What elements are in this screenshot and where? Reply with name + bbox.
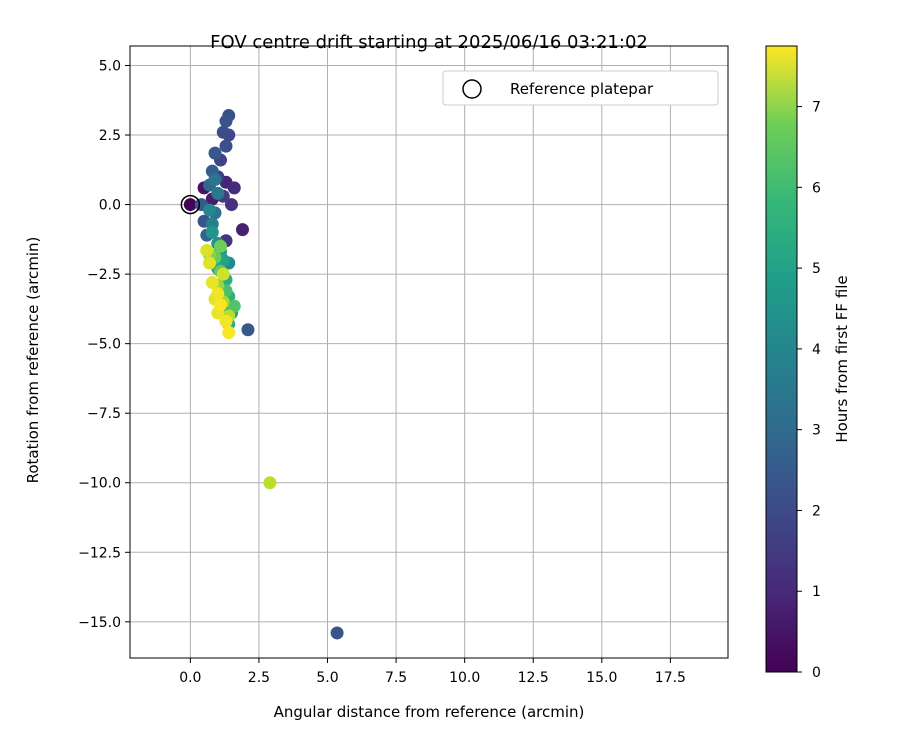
scatter-points — [180, 109, 344, 640]
y-tick-label: −5.0 — [87, 337, 121, 353]
colorbar-ticks: 0 1 2 3 4 5 6 7 — [797, 100, 821, 681]
scatter-point — [203, 203, 217, 217]
legend-marker — [462, 79, 482, 99]
colorbar-tick-label: 6 — [812, 180, 821, 196]
scatter-point — [211, 186, 225, 200]
scatter-point — [200, 243, 214, 257]
scatter-point — [211, 287, 225, 301]
scatter-point — [263, 476, 277, 490]
colorbar-tick-label: 7 — [812, 100, 821, 116]
y-tick-label: −15.0 — [78, 615, 121, 631]
x-axis-label: Angular distance from reference (arcmin) — [274, 703, 585, 721]
scatter-point — [219, 314, 233, 328]
scatter-point — [216, 125, 230, 139]
y-tick-label: −7.5 — [87, 406, 121, 422]
scatter-point — [183, 198, 197, 212]
x-tick-label: 5.0 — [316, 670, 338, 686]
scatter-point — [222, 326, 236, 340]
scatter-point — [214, 298, 228, 312]
y-tick-label: −10.0 — [78, 476, 121, 492]
y-tick-label: 0.0 — [99, 198, 121, 214]
x-tick-label: 15.0 — [586, 670, 617, 686]
colorbar-tick-label: 5 — [812, 261, 821, 277]
scatter-point — [235, 223, 249, 237]
scatter-point — [224, 198, 238, 212]
scatter-point — [227, 299, 241, 313]
colorbar-gradient — [765, 45, 798, 673]
grid — [130, 46, 728, 658]
colorbar-label: Hours from first FF file — [833, 275, 851, 442]
scatter-point — [216, 267, 230, 281]
scatter-point — [205, 225, 219, 239]
legend-box — [442, 70, 719, 106]
scatter-point — [208, 146, 222, 160]
x-tick-label: 2.5 — [248, 670, 270, 686]
scatter-point — [227, 181, 241, 195]
x-tick-label: 7.5 — [385, 670, 407, 686]
reference-platepar-marker — [180, 194, 201, 215]
colorbar-tick-label: 3 — [812, 423, 821, 439]
scatter-point — [330, 626, 344, 640]
scatter-point — [203, 256, 217, 270]
x-tick-label: 17.5 — [655, 670, 686, 686]
scatter-point — [208, 173, 222, 187]
y-axis-label: Rotation from reference (arcmin) — [24, 237, 42, 484]
scatter-point — [214, 239, 228, 253]
scatter-point — [219, 139, 233, 153]
legend-label: Reference platepar — [510, 80, 654, 98]
legend: Reference platepar — [442, 70, 719, 106]
colorbar-tick-label: 0 — [812, 665, 821, 681]
y-tick-label: 2.5 — [99, 128, 121, 144]
scatter-point — [205, 275, 219, 289]
colorbar-tick-label: 1 — [812, 584, 821, 600]
x-tick-label: 10.0 — [449, 670, 480, 686]
x-tick-label: 12.5 — [518, 670, 549, 686]
x-axis-ticks: 0.0 2.5 5.0 7.5 10.0 12.5 15.0 17.5 — [179, 658, 686, 686]
y-tick-label: 5.0 — [99, 58, 121, 74]
scatter-point — [241, 323, 255, 337]
colorbar-tick-label: 2 — [812, 503, 821, 519]
x-tick-label: 0.0 — [179, 670, 201, 686]
plot-frame — [129, 45, 729, 659]
scatter-point — [219, 114, 233, 128]
y-tick-label: −2.5 — [87, 267, 121, 283]
colorbar: 0 1 2 3 4 5 6 7 Hours from first FF file — [765, 45, 851, 681]
y-axis-ticks: 5.0 2.5 0.0 −2.5 −5.0 −7.5 −10.0 −12.5 −15.0 — [78, 58, 130, 631]
colorbar-tick-label: 4 — [812, 342, 821, 358]
y-tick-label: −12.5 — [78, 545, 121, 561]
chart-title: FOV centre drift starting at 2025/06/16 … — [210, 32, 648, 53]
